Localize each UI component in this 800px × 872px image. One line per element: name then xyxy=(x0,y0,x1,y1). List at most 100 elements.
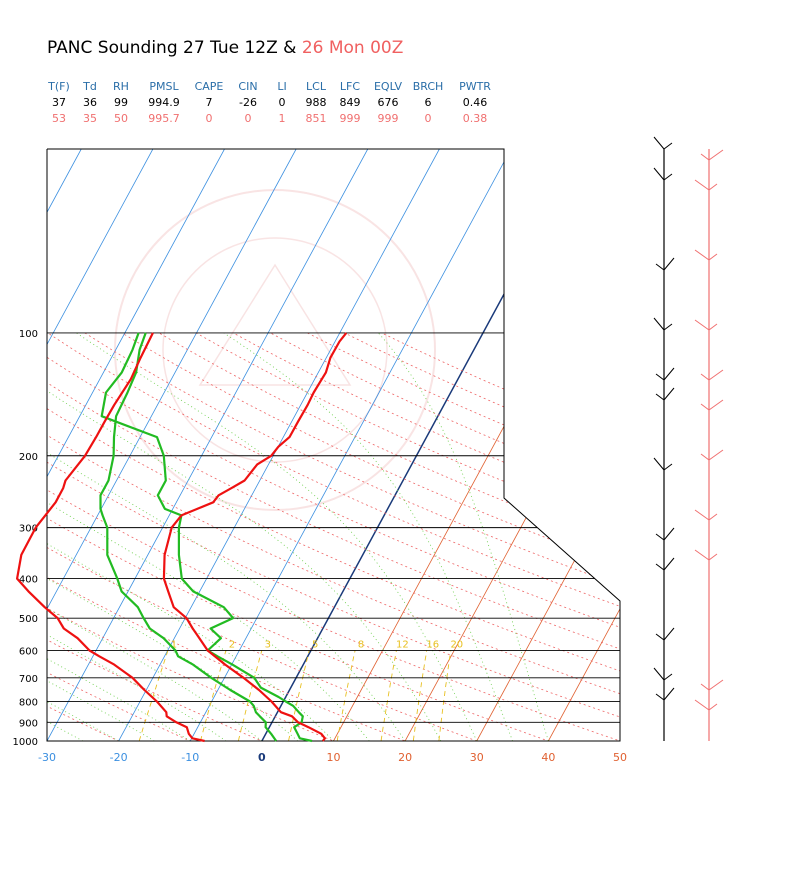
dry-adiabat-130 xyxy=(121,332,620,741)
pressure-tick-label: 100 xyxy=(19,329,38,340)
wind-barb-1b-0 xyxy=(663,142,673,150)
wind-barb-2-2 xyxy=(694,249,710,261)
wind-barb-1-1 xyxy=(653,167,665,181)
dry-adiabat-180 xyxy=(307,332,620,741)
wind-barb-2b-7 xyxy=(708,513,718,521)
wind-barb-1b-7 xyxy=(655,533,665,541)
index-row-1-1: 36 xyxy=(83,96,97,109)
index-headers-6: LI xyxy=(277,80,287,93)
wind-barb-1b-2 xyxy=(655,263,665,271)
mixing-ratio-line-3 xyxy=(235,650,263,741)
wind-barb-2-1 xyxy=(694,179,710,191)
moist-adiabat-10 xyxy=(47,392,334,741)
wind-barb-2b-8 xyxy=(708,553,718,561)
index-headers-1: Td xyxy=(83,80,97,93)
wind-barb-2-4 xyxy=(708,369,724,381)
wind-barb-1b-11 xyxy=(655,693,665,701)
temperature-tick-label: -20 xyxy=(110,751,128,764)
index-row-2-9: 999 xyxy=(377,112,399,125)
isotherm-20 xyxy=(404,149,620,741)
wind-barb-1-0 xyxy=(653,136,665,150)
dry-adiabat--30 xyxy=(47,332,65,741)
mixing-ratio-line-20 xyxy=(437,650,452,741)
wind-barb-1-11 xyxy=(663,687,675,701)
wind-barb-2b-6 xyxy=(700,453,710,461)
dry-adiabat-170 xyxy=(270,332,620,741)
series-1-temperature-line xyxy=(100,332,313,743)
index-row-2-0: 53 xyxy=(52,112,66,125)
moist-adiabat-40 xyxy=(377,332,549,741)
seal-triangle xyxy=(198,263,352,386)
wind-barb-1b-8 xyxy=(655,563,665,571)
moist-adiabat--25 xyxy=(47,515,83,741)
dry-adiabat--20 xyxy=(47,332,138,741)
isotherm-0 xyxy=(261,149,584,741)
wind-barb-2-8 xyxy=(694,549,710,561)
dry-adiabat-50 xyxy=(47,332,620,741)
isotherm--80 xyxy=(0,149,10,741)
series-1-dewpoint-line xyxy=(99,332,278,742)
index-row-1-10: 6 xyxy=(424,96,432,109)
index-headers-5: CIN xyxy=(238,80,258,93)
university-seal-watermark xyxy=(114,189,436,511)
dry-adiabat-100 xyxy=(47,332,620,741)
index-row-2-1: 35 xyxy=(83,112,97,125)
wind-barb-1b-9 xyxy=(655,633,665,641)
pressure-tick-label: 200 xyxy=(19,452,38,463)
isotherm-40 xyxy=(548,149,620,741)
index-row-2-3: 995.7 xyxy=(148,112,180,125)
isotherm-50 xyxy=(619,149,620,741)
chart-title: PANC Sounding 27 Tue 12Z & 26 Mon 00Z xyxy=(47,38,403,58)
dry-adiabat-40 xyxy=(47,332,574,741)
dry-adiabat-190 xyxy=(344,332,620,741)
index-headers-2: RH xyxy=(113,80,129,93)
index-row-1-7: 988 xyxy=(305,96,327,109)
pressure-tick-label: 300 xyxy=(19,524,38,535)
isotherm--50 xyxy=(47,149,225,741)
moist-adiabat-15 xyxy=(47,364,370,741)
pressure-tick-label: 400 xyxy=(19,575,38,586)
index-headers-9: EQLV xyxy=(373,80,403,93)
wind-barb-1b-5 xyxy=(655,393,665,401)
index-row-2-8: 999 xyxy=(339,112,361,125)
isotherm-30 xyxy=(476,149,620,741)
wind-barb-2b-5 xyxy=(700,403,710,411)
isotherm--60 xyxy=(47,149,154,741)
index-headers-0: T(F) xyxy=(48,80,70,93)
isotherm--40 xyxy=(47,149,297,741)
mixing-ratio-label: 20 xyxy=(450,639,463,650)
temperature-tick-label: 20 xyxy=(398,751,412,764)
wind-barb-2b-10 xyxy=(708,703,718,711)
moist-adiabat--20 xyxy=(47,501,119,741)
wind-barb-1b-4 xyxy=(655,373,665,381)
dry-adiabat-10 xyxy=(47,332,356,741)
dry-adiabat-90 xyxy=(47,332,620,741)
wind-barb-column-1 xyxy=(653,136,675,741)
wind-barb-2-3 xyxy=(694,319,710,331)
wind-barb-1-4 xyxy=(663,367,675,381)
wind-barb-2b-9 xyxy=(700,683,710,691)
index-row-1-6: 0 xyxy=(278,96,286,109)
dry-adiabat-160 xyxy=(233,332,620,741)
index-row-2-4: 0 xyxy=(205,112,213,125)
temperature-tick-label: 40 xyxy=(541,751,555,764)
pressure-tick-label: 900 xyxy=(19,718,38,729)
dry-adiabat-70 xyxy=(47,332,620,741)
index-row-2-6: 1 xyxy=(278,112,286,125)
index-row-2-10: 0 xyxy=(424,112,432,125)
index-row-1-3: 994.9 xyxy=(148,96,180,109)
index-row-2-2: 50 xyxy=(114,112,128,125)
moist-adiabat-30 xyxy=(76,332,478,741)
moist-adiabat--30 xyxy=(47,527,48,741)
mixing-ratio-line-12 xyxy=(379,650,397,741)
moist-adiabat-20 xyxy=(47,332,406,741)
temperature-tick-label: -30 xyxy=(38,751,56,764)
moist-adiabat-0 xyxy=(47,436,263,741)
wind-barb-2-5 xyxy=(708,399,724,411)
wind-barb-2b-3 xyxy=(708,323,718,331)
temperature-tick-label: 50 xyxy=(613,751,627,764)
dry-adiabat-110 xyxy=(47,332,620,741)
index-row-2-7: 851 xyxy=(305,112,327,125)
wind-barb-2b-4 xyxy=(700,373,710,381)
